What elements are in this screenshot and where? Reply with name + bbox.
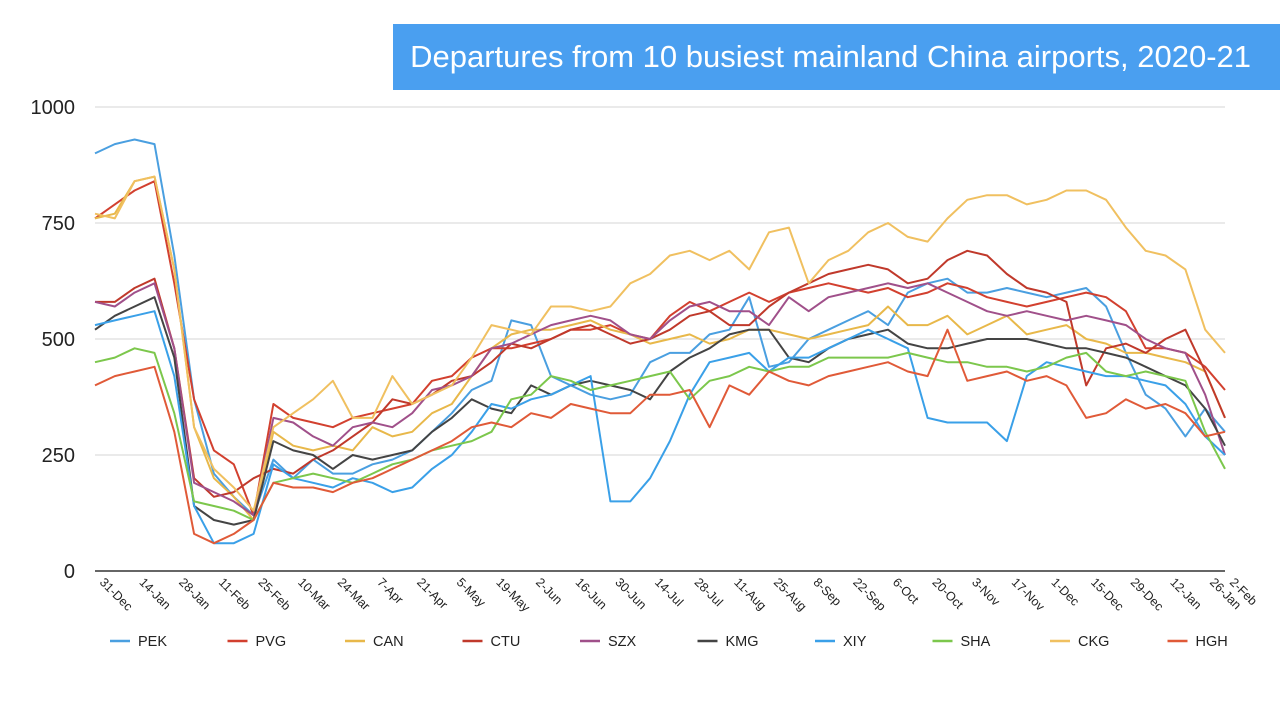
x-tick-label: 1-Dec <box>1048 575 1081 608</box>
x-tick-label: 12-Jan <box>1167 575 1204 612</box>
legend-label: XIY <box>843 634 867 650</box>
legend-item-pvg: PVG <box>227 634 287 650</box>
x-tick-label: 22-Sep <box>850 575 888 613</box>
x-tick-label: 25-Feb <box>255 575 293 613</box>
x-tick-label: 11-Feb <box>216 575 253 612</box>
y-tick-label: 750 <box>42 213 75 235</box>
series-line-sha <box>94 347 1226 521</box>
x-tick-label: 6-Oct <box>890 575 922 607</box>
legend-label: PEK <box>138 634 167 650</box>
x-tick-label: 24-Mar <box>335 575 373 613</box>
legend-item-ctu: CTU <box>462 634 521 650</box>
legend-label: HGH <box>1196 634 1228 650</box>
series-line-ckg <box>94 175 1226 512</box>
legend-label: CTU <box>491 634 521 650</box>
legend-label: CKG <box>1078 634 1109 650</box>
y-tick-label: 0 <box>64 561 75 583</box>
legend-item-can: CAN <box>345 634 404 650</box>
x-tick-label: 25-Aug <box>771 575 809 613</box>
x-tick-label: 28-Jul <box>692 575 726 609</box>
y-axis: 0 250 500 750 1000 <box>31 97 76 583</box>
legend-label: KMG <box>726 634 759 650</box>
legend-label: SZX <box>608 634 637 650</box>
legend-item-xiy: XIY <box>815 634 867 650</box>
y-tick-label: 1000 <box>31 97 76 119</box>
x-tick-label: 3-Nov <box>969 575 1003 609</box>
legend-item-sha: SHA <box>932 634 991 650</box>
series-line-pek <box>94 138 1226 517</box>
x-tick-label: 29-Dec <box>1128 575 1166 613</box>
x-tick-label: 30-Jun <box>612 575 649 612</box>
x-tick-label: 28-Jan <box>176 575 213 612</box>
series-line-hgh <box>94 328 1226 545</box>
legend-label: SHA <box>961 634 991 650</box>
x-tick-label: 17-Nov <box>1009 575 1048 614</box>
chart-title: Departures from 10 busiest mainland Chin… <box>393 24 1280 90</box>
x-tick-label: 14-Jan <box>137 575 174 612</box>
x-tick-label: 8-Sep <box>811 575 845 609</box>
x-tick-label: 7-Apr <box>374 575 406 607</box>
x-tick-label: 31-Dec <box>97 575 135 613</box>
series-line-can <box>94 175 1226 521</box>
y-tick-label: 500 <box>42 329 75 351</box>
x-tick-label: 21-Apr <box>414 575 450 611</box>
x-tick-label: 19-May <box>493 575 533 615</box>
x-tick-label: 20-Oct <box>930 575 967 612</box>
x-tick-label: 15-Dec <box>1088 575 1126 613</box>
x-tick-label: 16-Jun <box>573 575 610 612</box>
legend: PEK PVG CAN CTU SZX KMG XIY SHA CKG HGH <box>110 634 1228 650</box>
x-tick-label: 10-Mar <box>295 575 333 613</box>
series-lines <box>94 138 1226 545</box>
x-axis: 31-Dec 14-Jan 28-Jan 11-Feb 25-Feb 10-Mar 24-M… <box>97 575 1260 615</box>
legend-label: CAN <box>373 634 404 650</box>
legend-item-kmg: KMG <box>697 634 759 650</box>
x-tick-label: 14-Jul <box>652 575 686 609</box>
series-line-pvg <box>94 180 1226 517</box>
gridlines <box>95 106 1225 572</box>
legend-label: PVG <box>256 634 287 650</box>
x-tick-label: 5-May <box>454 575 489 610</box>
legend-item-szx: SZX <box>580 634 637 650</box>
y-tick-label: 250 <box>42 445 75 467</box>
x-tick-label: 2-Jun <box>533 575 565 607</box>
legend-item-ckg: CKG <box>1050 634 1109 650</box>
legend-item-pek: PEK <box>110 634 167 650</box>
x-tick-label: 11-Aug <box>731 575 769 613</box>
legend-item-hgh: HGH <box>1167 634 1228 650</box>
series-line-kmg <box>94 296 1226 526</box>
